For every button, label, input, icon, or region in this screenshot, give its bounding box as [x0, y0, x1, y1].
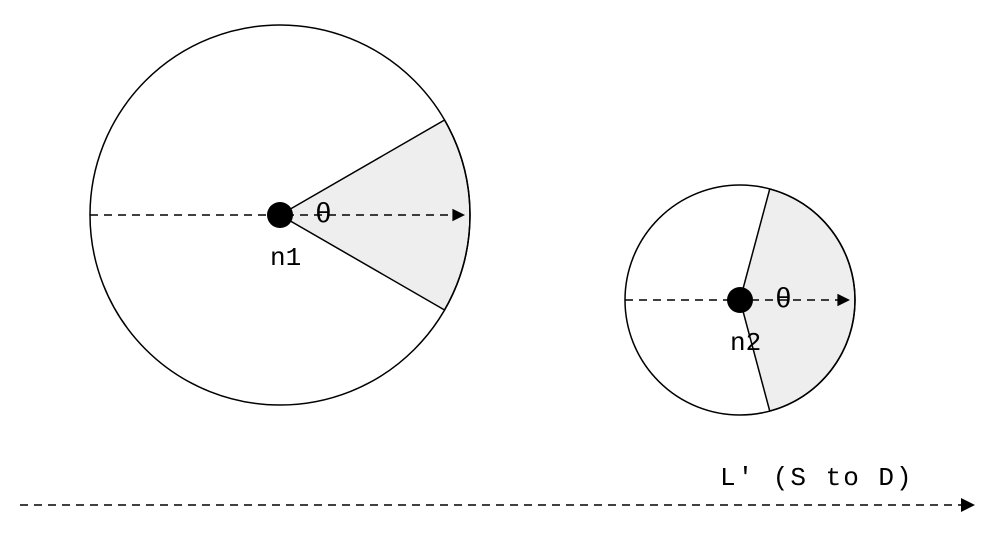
bottom-axis-label: L' (S to D): [720, 463, 914, 493]
theta-label-n1: θ: [315, 200, 332, 231]
center-dot-n1: [267, 202, 293, 228]
center-dot-n2: [727, 287, 753, 313]
diagram-canvas: θ n1 θ n2 L' (S to D): [0, 0, 1000, 545]
node-label-n2: n2: [730, 328, 761, 358]
node-label-n1: n1: [270, 243, 301, 273]
theta-label-n2: θ: [775, 285, 792, 316]
